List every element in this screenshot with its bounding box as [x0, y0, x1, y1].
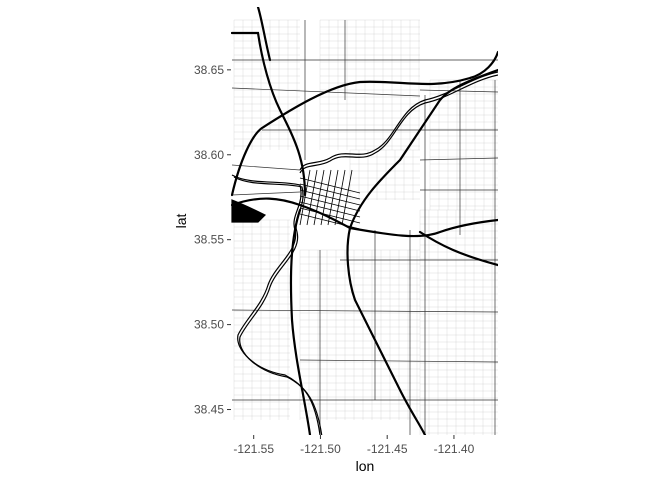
arterial-streets [231, 20, 498, 435]
x-tick-label: -121.55 [233, 442, 274, 456]
street-map [231, 7, 498, 435]
y-axis: 38.65 38.60 38.55 38.50 38.45 [194, 63, 231, 417]
x-axis-title: lon [356, 458, 375, 474]
y-tick-label: 38.50 [194, 318, 224, 332]
x-axis: -121.55 -121.50 -121.45 -121.40 [233, 435, 475, 456]
map-background [231, 7, 498, 435]
x-tick-label: -121.40 [434, 442, 475, 456]
y-tick-label: 38.60 [194, 148, 224, 162]
y-tick-label: 38.55 [194, 233, 224, 247]
y-tick-label: 38.45 [194, 403, 224, 417]
y-axis-title: lat [173, 214, 189, 229]
x-tick-label: -121.50 [300, 442, 341, 456]
x-tick-label: -121.45 [367, 442, 408, 456]
y-tick-label: 38.65 [194, 63, 224, 77]
freeways [231, 7, 498, 435]
